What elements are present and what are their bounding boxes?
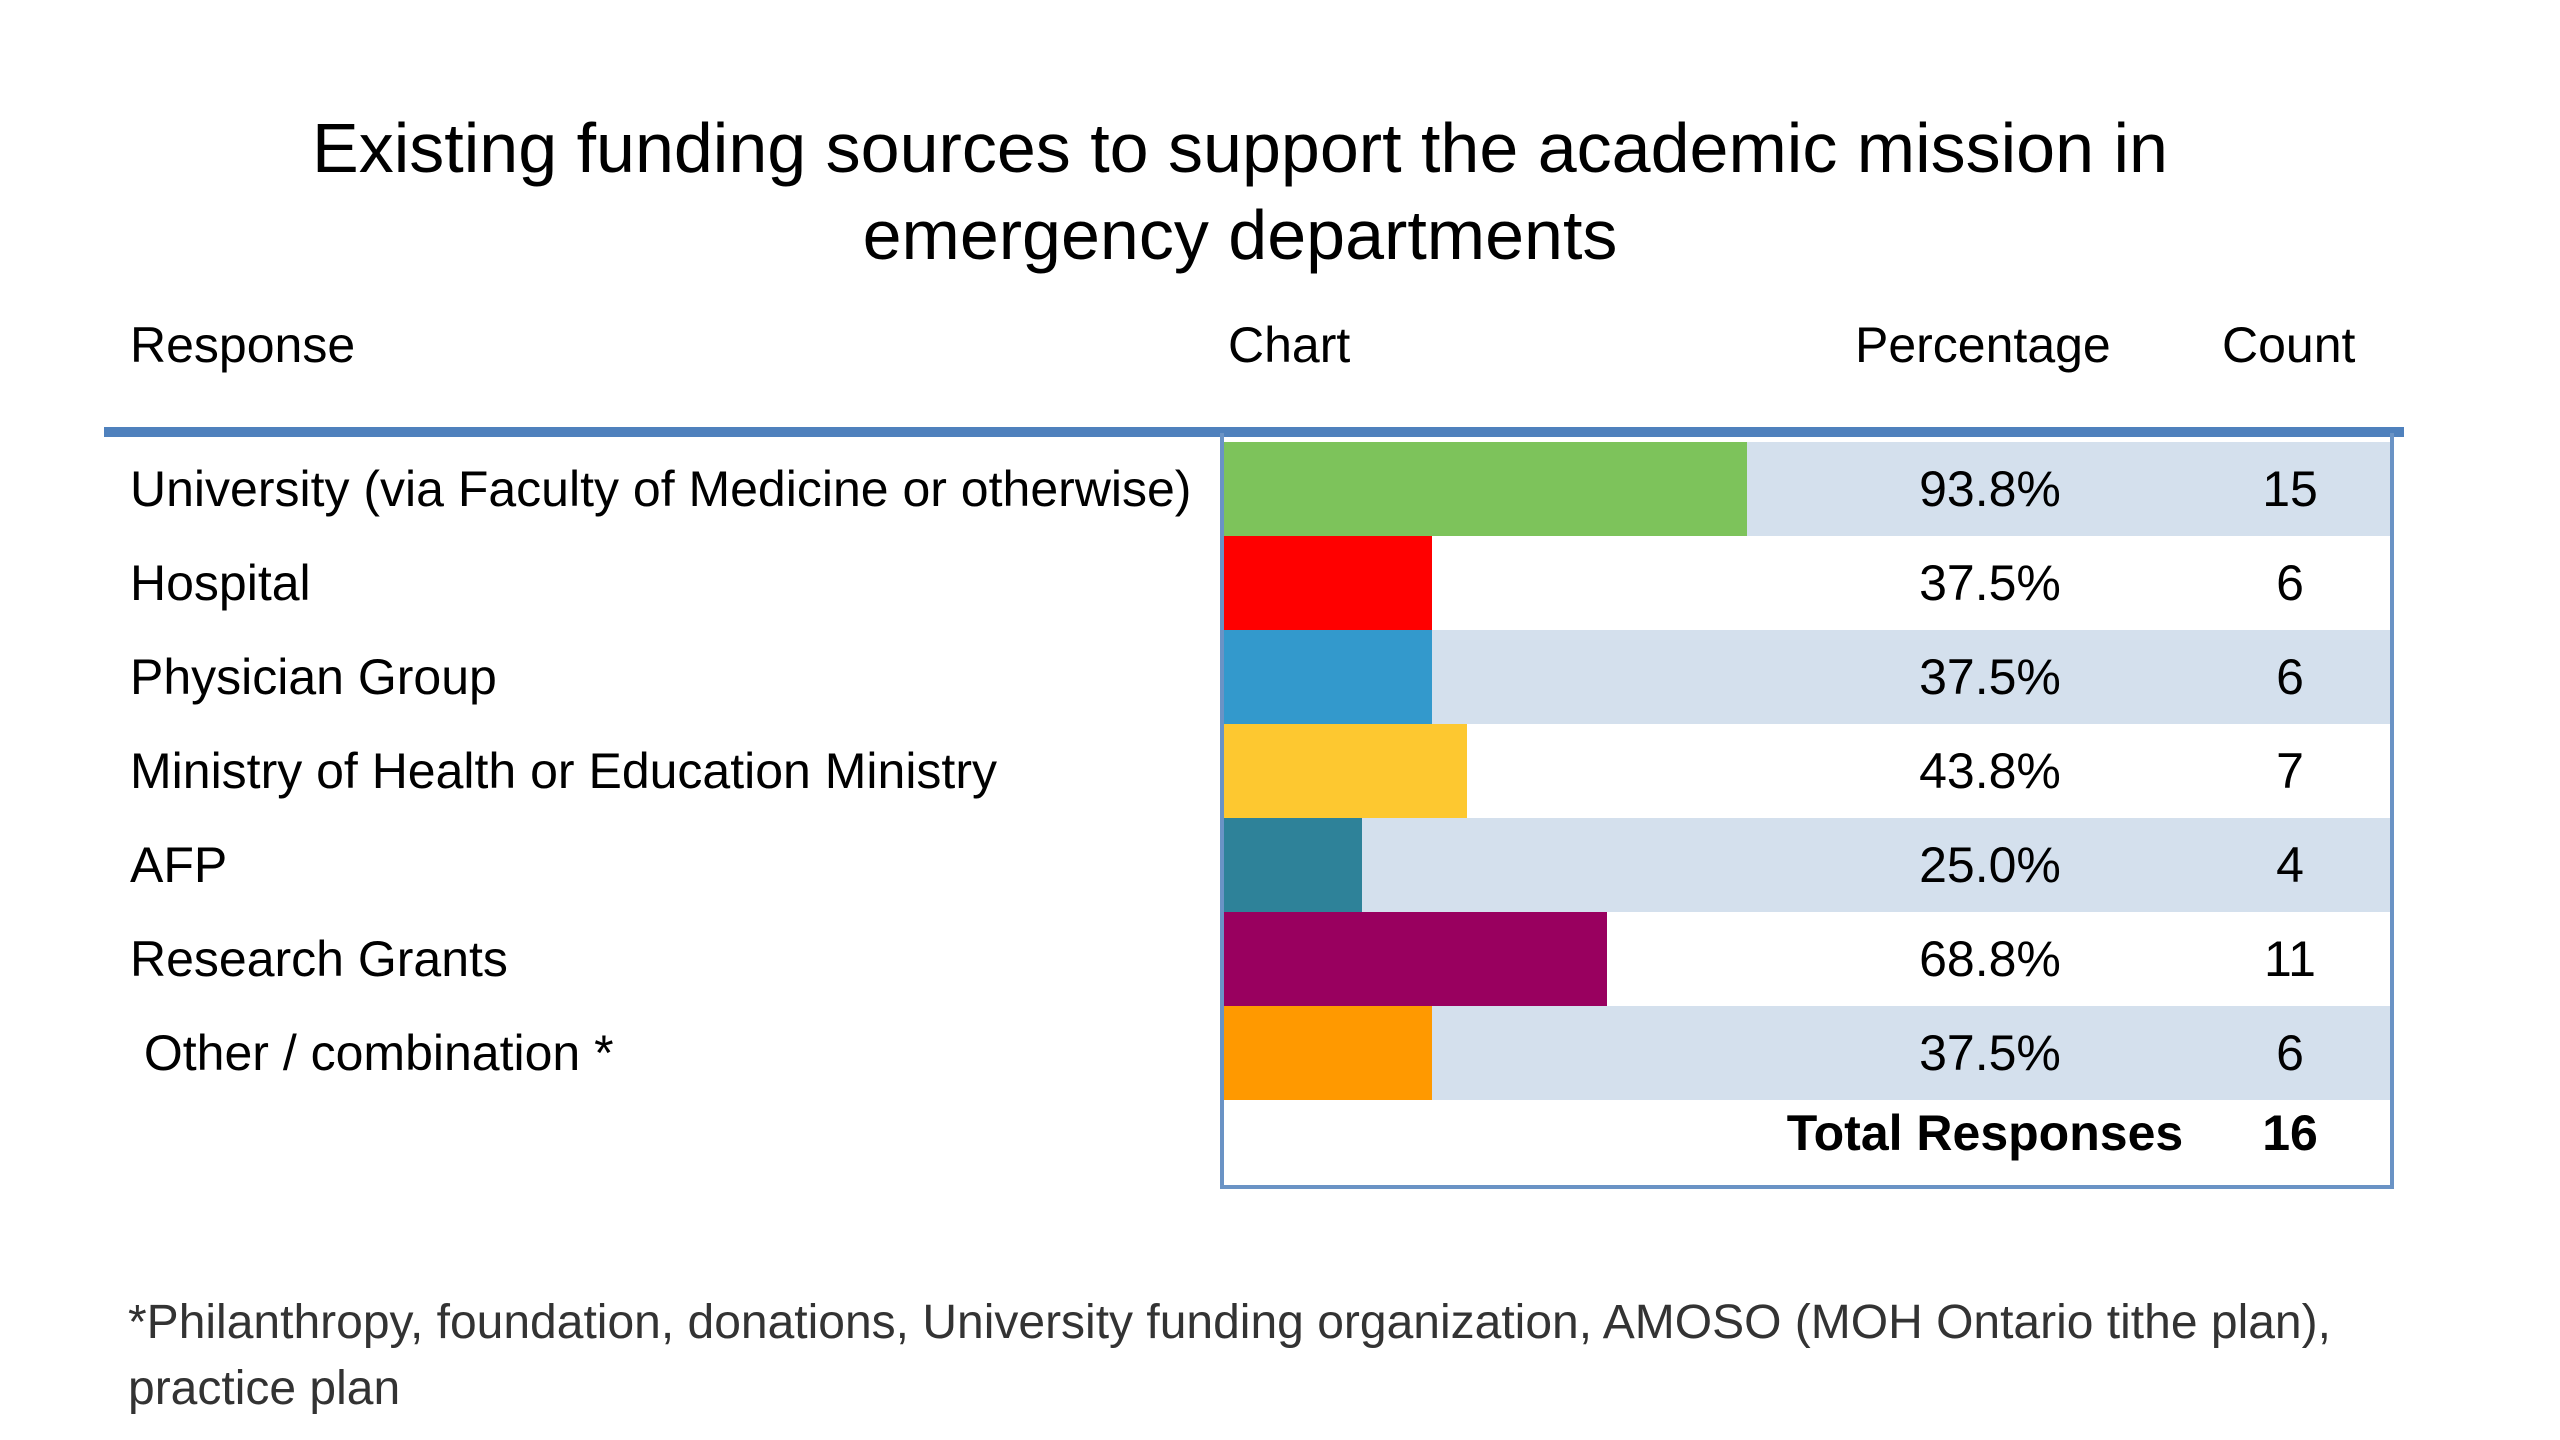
row-count: 4 xyxy=(2276,837,2304,893)
row-count: 6 xyxy=(2276,649,2304,705)
chart-title-line-1: Existing funding sources to support the … xyxy=(312,109,2168,187)
row-percentage: 25.0% xyxy=(1919,837,2061,893)
row-label: Research Grants xyxy=(130,931,508,987)
header-percentage: Percentage xyxy=(1855,317,2111,373)
row-label: Physician Group xyxy=(130,649,497,705)
row-percentage: 93.8% xyxy=(1919,461,2061,517)
chart-title-line-2: emergency departments xyxy=(862,196,1618,274)
bar-1 xyxy=(1222,536,1432,630)
total-responses-label: Total Responses xyxy=(1786,1105,2184,1161)
bar-2 xyxy=(1222,630,1432,724)
row-label: AFP xyxy=(130,837,228,893)
row-count: 6 xyxy=(2276,555,2304,611)
bar-5 xyxy=(1222,912,1607,1006)
table-frame xyxy=(1220,433,2394,1189)
footnote: *Philanthropy, foundation, donations, Un… xyxy=(128,1296,2331,1415)
row-label: Other / combination * xyxy=(130,1025,614,1081)
header-response: Response xyxy=(130,317,356,373)
row-percentage: 68.8% xyxy=(1919,931,2061,987)
bar-0 xyxy=(1222,442,1747,536)
row-count: 6 xyxy=(2276,1025,2304,1081)
row-percentage: 37.5% xyxy=(1919,649,2061,705)
row-band xyxy=(1222,818,2390,912)
row-percentage: 37.5% xyxy=(1919,555,2061,611)
bar-4 xyxy=(1222,818,1362,912)
row-count: 11 xyxy=(2264,931,2316,987)
header-rule xyxy=(104,427,2404,437)
row-label: University (via Faculty of Medicine or o… xyxy=(130,461,1192,517)
row-count: 7 xyxy=(2276,743,2304,799)
row-count: 15 xyxy=(2262,461,2318,517)
row-label: Ministry of Health or Education Ministry xyxy=(130,743,997,799)
header-count: Count xyxy=(2222,317,2356,373)
bar-3 xyxy=(1222,724,1467,818)
bar-6 xyxy=(1222,1006,1432,1100)
row-percentage: 43.8% xyxy=(1919,743,2061,799)
row-label: Hospital xyxy=(130,555,311,611)
row-percentage: 37.5% xyxy=(1919,1025,2061,1081)
total-responses-count: 16 xyxy=(2262,1105,2318,1161)
header-chart: Chart xyxy=(1228,317,1351,373)
